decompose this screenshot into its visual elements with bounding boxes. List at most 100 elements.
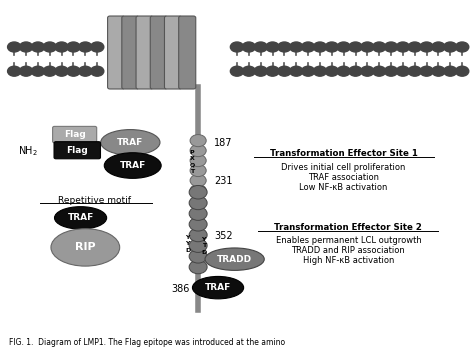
Circle shape <box>230 66 244 76</box>
Text: Y
T
D: Y T D <box>201 236 207 255</box>
Text: RIP: RIP <box>75 242 96 252</box>
Circle shape <box>189 250 207 263</box>
Ellipse shape <box>101 130 160 155</box>
FancyBboxPatch shape <box>179 16 196 89</box>
Ellipse shape <box>104 153 161 178</box>
Circle shape <box>91 66 104 76</box>
Text: 352: 352 <box>214 231 233 241</box>
Circle shape <box>278 66 291 76</box>
Ellipse shape <box>55 206 107 229</box>
Text: TRADD: TRADD <box>217 255 252 264</box>
Circle shape <box>444 66 457 76</box>
Circle shape <box>67 42 80 52</box>
Circle shape <box>190 135 206 147</box>
FancyBboxPatch shape <box>122 16 139 89</box>
Ellipse shape <box>51 229 119 266</box>
Circle shape <box>408 66 421 76</box>
Text: 231: 231 <box>214 176 233 186</box>
Circle shape <box>189 185 207 199</box>
FancyBboxPatch shape <box>150 16 167 89</box>
Circle shape <box>189 218 207 231</box>
Circle shape <box>456 66 469 76</box>
Circle shape <box>31 66 45 76</box>
Circle shape <box>189 239 207 252</box>
Circle shape <box>337 42 350 52</box>
Circle shape <box>373 66 386 76</box>
Text: TRAF: TRAF <box>205 283 231 292</box>
Circle shape <box>373 42 386 52</box>
Circle shape <box>230 42 244 52</box>
Circle shape <box>43 42 56 52</box>
Text: Flag: Flag <box>64 130 86 139</box>
Text: Enables permanent LCL outgrowth: Enables permanent LCL outgrowth <box>275 236 421 245</box>
Circle shape <box>242 42 255 52</box>
FancyBboxPatch shape <box>108 16 125 89</box>
FancyBboxPatch shape <box>164 16 182 89</box>
Circle shape <box>242 66 255 76</box>
FancyBboxPatch shape <box>136 16 153 89</box>
Circle shape <box>190 184 206 197</box>
Text: TRAF: TRAF <box>119 161 146 170</box>
Circle shape <box>266 42 279 52</box>
Circle shape <box>313 42 327 52</box>
Text: TRAF association: TRAF association <box>308 173 379 182</box>
Circle shape <box>420 66 433 76</box>
FancyBboxPatch shape <box>54 142 100 159</box>
Circle shape <box>8 42 21 52</box>
Circle shape <box>444 42 457 52</box>
Text: NH$_2$: NH$_2$ <box>18 145 38 158</box>
Circle shape <box>325 66 338 76</box>
FancyBboxPatch shape <box>53 126 97 143</box>
Text: FIG. 1.  Diagram of LMP1. The Flag epitope was introduced at the amino: FIG. 1. Diagram of LMP1. The Flag epitop… <box>9 338 286 347</box>
Circle shape <box>8 66 21 76</box>
Circle shape <box>190 145 206 157</box>
Circle shape <box>189 207 207 220</box>
Circle shape <box>190 155 206 167</box>
Text: Flag: Flag <box>66 146 88 155</box>
Circle shape <box>396 66 410 76</box>
Circle shape <box>396 42 410 52</box>
Circle shape <box>384 42 398 52</box>
Circle shape <box>349 66 362 76</box>
Text: TRADD and RIP association: TRADD and RIP association <box>292 246 405 255</box>
Circle shape <box>432 66 445 76</box>
Circle shape <box>301 42 315 52</box>
Text: Transformation Effector Site 1: Transformation Effector Site 1 <box>270 149 418 158</box>
Circle shape <box>290 42 303 52</box>
Circle shape <box>456 42 469 52</box>
Text: Repetitive motif: Repetitive motif <box>58 195 131 205</box>
Circle shape <box>19 66 33 76</box>
Circle shape <box>43 66 56 76</box>
Circle shape <box>337 66 350 76</box>
Circle shape <box>384 66 398 76</box>
Text: TRAF: TRAF <box>67 213 94 222</box>
Circle shape <box>55 66 68 76</box>
Text: 187: 187 <box>214 138 233 148</box>
Circle shape <box>79 66 92 76</box>
Circle shape <box>301 66 315 76</box>
Text: TRAF: TRAF <box>117 138 144 147</box>
Circle shape <box>290 66 303 76</box>
Circle shape <box>55 42 68 52</box>
Circle shape <box>79 42 92 52</box>
Circle shape <box>190 174 206 187</box>
Circle shape <box>189 228 207 242</box>
Circle shape <box>254 66 267 76</box>
Circle shape <box>361 66 374 76</box>
Circle shape <box>254 42 267 52</box>
Circle shape <box>67 66 80 76</box>
Text: Transformation Effector Site 2: Transformation Effector Site 2 <box>274 222 422 232</box>
Circle shape <box>189 260 207 274</box>
Circle shape <box>278 42 291 52</box>
Ellipse shape <box>205 248 264 271</box>
Circle shape <box>190 164 206 177</box>
Circle shape <box>361 42 374 52</box>
Text: Low NF-κB activation: Low NF-κB activation <box>300 183 388 192</box>
Circle shape <box>420 42 433 52</box>
Circle shape <box>266 66 279 76</box>
Text: High NF-κB activation: High NF-κB activation <box>303 256 394 265</box>
Circle shape <box>432 42 445 52</box>
Circle shape <box>189 196 207 210</box>
Text: Drives initial cell proliferation: Drives initial cell proliferation <box>282 163 406 172</box>
Ellipse shape <box>192 276 244 299</box>
